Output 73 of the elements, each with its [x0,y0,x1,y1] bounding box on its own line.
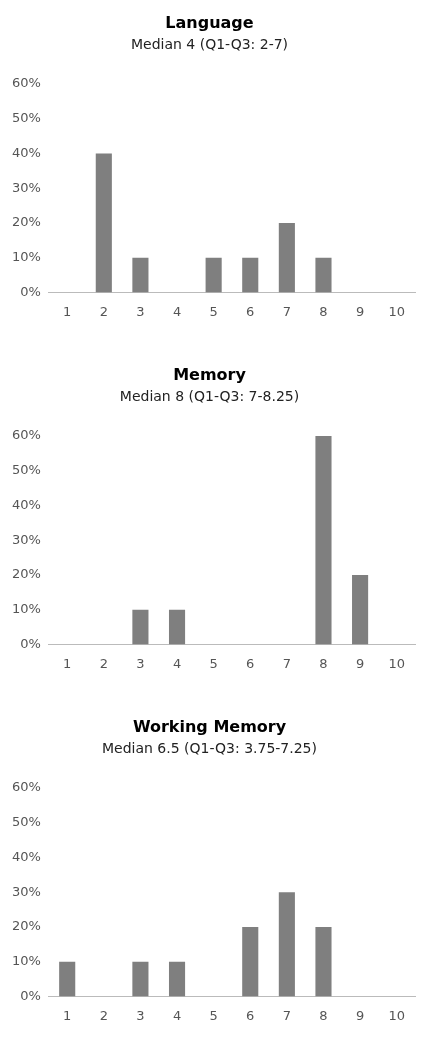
y-tick-label: 0% [20,283,41,299]
bar [242,926,259,997]
y-tick-label: 30% [11,531,41,547]
bar [278,892,295,997]
y-tick-label: 50% [11,814,41,830]
chart-title: Working Memory [132,716,287,736]
y-tick-label: 10% [11,953,41,969]
x-tick-label: 9 [355,655,365,671]
x-tick-label: 8 [319,1007,328,1023]
bar [205,257,222,293]
x-tick-label: 2 [99,1007,108,1023]
y-tick-label: 40% [11,144,41,160]
x-tick-label: 7 [282,303,291,319]
y-tick-label: 20% [11,214,41,230]
y-tick-label: 10% [11,249,41,265]
bar [278,222,295,293]
chart-subtitle: Median 8 (Q1-Q3: 7-8.25) [119,388,300,405]
chart-title: Language [165,12,254,32]
bar [168,961,186,997]
x-tick-label: 2 [99,303,108,319]
y-tick-label: 60% [11,75,41,91]
x-tick-label: 9 [355,1007,365,1023]
y-tick-label: 20% [11,918,41,934]
x-tick-label: 3 [136,303,145,319]
bar [132,961,149,997]
x-tick-label: 9 [355,303,365,319]
x-tick-label: 10 [388,303,405,319]
y-tick-label: 60% [11,779,41,795]
bar [132,257,149,293]
x-tick-label: 5 [209,1007,218,1023]
x-tick-label: 4 [172,303,182,319]
bar [352,574,369,645]
x-tick-label: 2 [99,655,108,671]
bar [315,257,332,293]
x-tick-label: 5 [209,655,218,671]
x-tick-label: 7 [282,655,291,671]
chart-subtitle: Median 4 (Q1-Q3: 2-7) [130,36,289,53]
y-tick-label: 60% [11,427,41,443]
x-tick-label: 10 [388,1007,405,1023]
y-tick-label: 50% [11,110,41,126]
x-tick-label: 1 [63,303,72,319]
x-tick-label: 10 [388,655,405,671]
bar [95,153,112,293]
y-tick-label: 40% [11,848,41,864]
x-tick-label: 1 [63,1007,72,1023]
x-tick-label: 3 [136,655,145,671]
x-tick-label: 4 [172,655,182,671]
x-tick-label: 6 [246,303,255,319]
y-tick-label: 0% [20,987,41,1003]
x-tick-label: 6 [246,1007,255,1023]
x-tick-label: 5 [209,303,218,319]
bar [315,436,332,645]
bar [168,609,186,645]
chart-title: Memory [173,364,247,384]
x-tick-label: 7 [282,1007,291,1023]
x-tick-label: 4 [172,1007,182,1023]
x-tick-label: 3 [136,1007,145,1023]
x-tick-label: 8 [319,303,328,319]
x-tick-label: 8 [319,655,328,671]
bar [59,961,76,997]
y-tick-label: 0% [20,635,41,651]
bar [315,926,332,997]
y-tick-label: 10% [11,601,41,617]
y-tick-label: 30% [11,883,41,899]
bar [242,257,259,293]
x-tick-label: 6 [246,655,255,671]
y-tick-label: 50% [11,462,41,478]
y-tick-label: 30% [11,179,41,195]
bar [132,609,149,645]
chart-subtitle: Median 6.5 (Q1-Q3: 3.75-7.25) [102,740,317,757]
y-tick-label: 20% [11,566,41,582]
x-tick-label: 1 [63,655,72,671]
y-tick-label: 40% [11,496,41,512]
